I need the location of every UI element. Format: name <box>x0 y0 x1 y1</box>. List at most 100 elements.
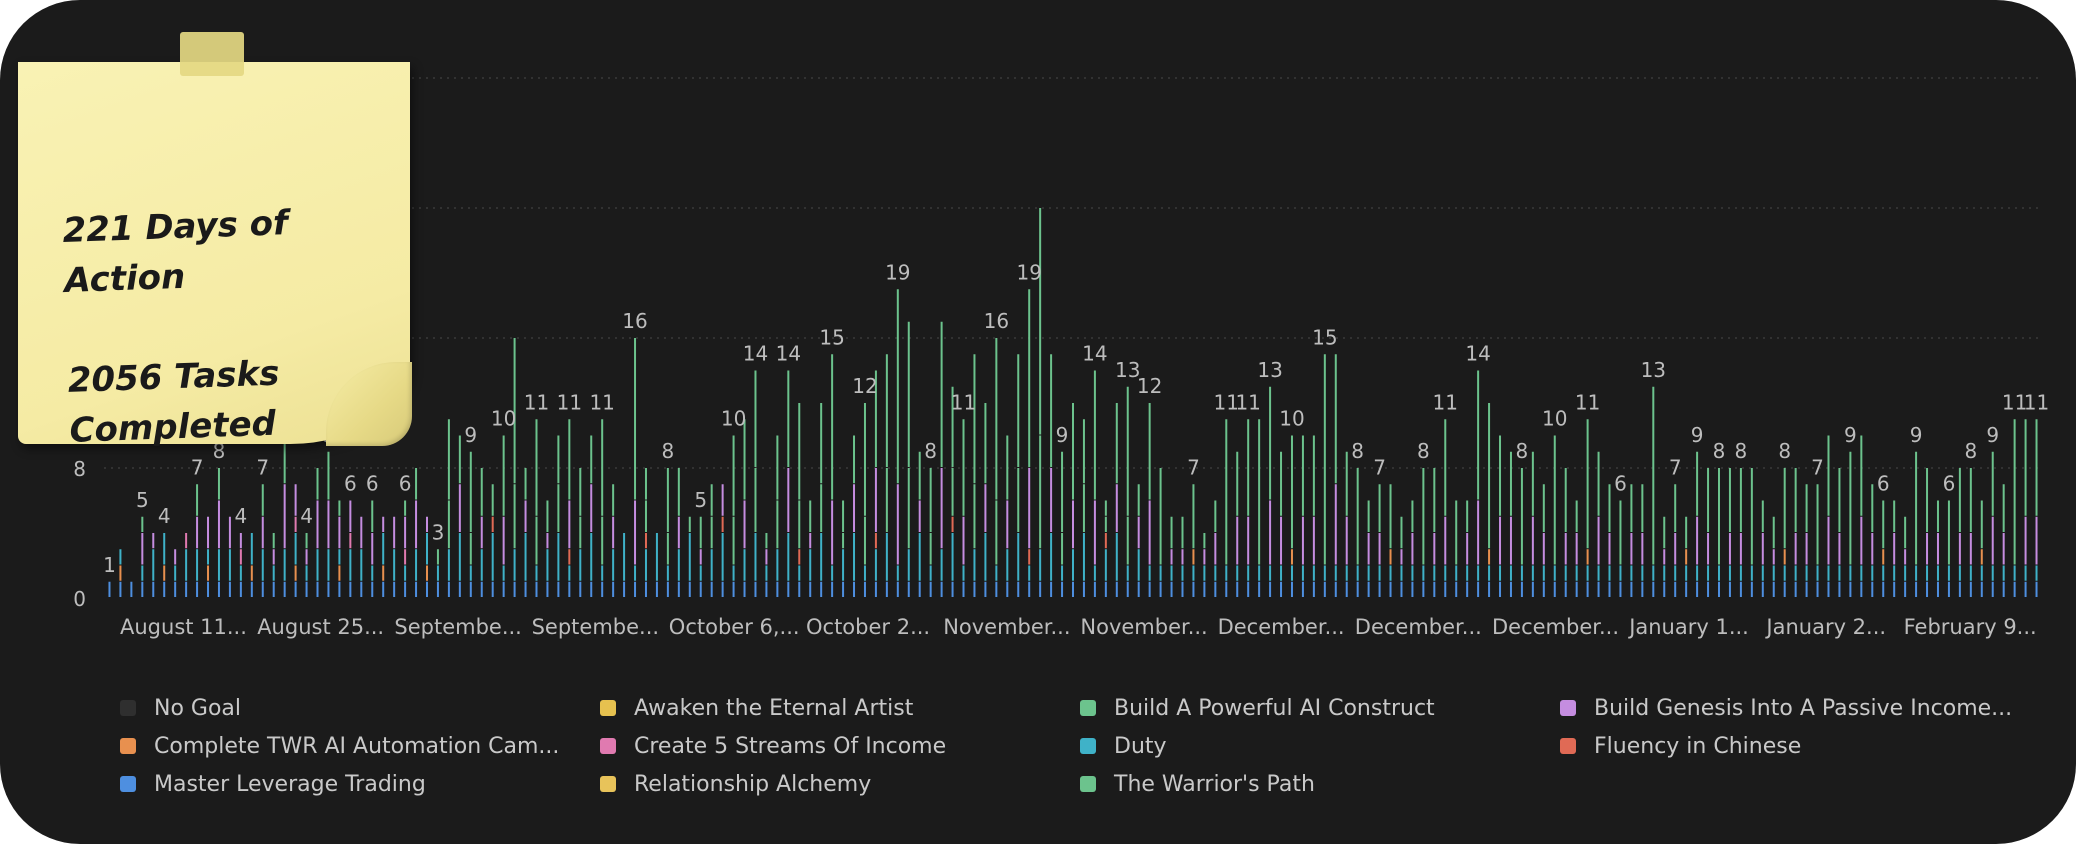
bar-segment <box>1093 565 1096 581</box>
bar-segment <box>1531 451 1534 516</box>
bar-segment <box>1170 565 1173 581</box>
data-label: 10 <box>491 407 516 431</box>
bar-45 <box>601 419 604 597</box>
bar-segment <box>2002 581 2005 597</box>
bar-segment <box>831 354 834 500</box>
bar-segment <box>1422 581 1425 597</box>
bar-segment <box>1531 581 1534 597</box>
bar-49 <box>644 468 647 597</box>
legend-item[interactable]: Relationship Alchemy <box>600 766 871 802</box>
bar-164 <box>1904 516 1907 597</box>
bar-166 <box>1926 468 1929 597</box>
bar-segment <box>787 370 790 467</box>
bar-167 <box>1936 500 1939 597</box>
bar-segment <box>349 533 352 549</box>
bar-segment <box>1509 451 1512 516</box>
bar-segment <box>743 581 746 597</box>
bar-segment <box>754 468 757 532</box>
bar-segment <box>196 516 199 549</box>
bar-segment <box>1389 549 1392 565</box>
legend-item[interactable]: Fluency in Chinese <box>1560 728 1801 764</box>
bar-segment <box>1301 565 1304 581</box>
bar-142 <box>1663 516 1666 597</box>
bar-segment <box>1531 565 1534 581</box>
bar-segment <box>743 500 746 549</box>
bar-102 <box>1225 419 1228 597</box>
legend-item[interactable]: Duty <box>1080 728 1167 764</box>
bar-segment <box>426 581 428 597</box>
bar-63 <box>798 403 801 597</box>
bar-segment <box>842 549 845 581</box>
legend-swatch <box>600 738 616 754</box>
bar-segment <box>207 516 210 549</box>
bar-segment <box>1082 533 1085 581</box>
bar-segment <box>261 516 264 549</box>
data-label: 13 <box>1641 358 1666 382</box>
data-label: 15 <box>1312 325 1337 349</box>
bar-segment <box>1312 565 1315 581</box>
bar-segment <box>1236 516 1239 565</box>
bar-79 <box>973 354 976 597</box>
bar-segment <box>929 533 932 565</box>
bar-segment <box>2035 581 2038 597</box>
bar-segment <box>568 581 571 597</box>
data-label: 8 <box>213 439 226 463</box>
bar-segment <box>1061 533 1064 565</box>
bar-44 <box>590 435 593 597</box>
legend-item[interactable]: Awaken the Eternal Artist <box>600 690 913 726</box>
bar-segment <box>699 549 702 565</box>
legend-item[interactable]: Create 5 Streams Of Income <box>600 728 946 764</box>
bar-91 <box>1104 500 1107 597</box>
bar-segment <box>1991 565 1994 581</box>
bar-segment <box>1652 386 1655 565</box>
bar-segment <box>141 533 144 565</box>
bar-segment <box>1455 500 1458 565</box>
legend-item[interactable]: Complete TWR AI Automation Cam... <box>120 728 559 764</box>
bar-segment <box>272 565 275 581</box>
bar-segment <box>1674 484 1677 532</box>
bar-segment <box>1181 549 1184 565</box>
bar-segment <box>1017 354 1020 467</box>
bar-segment <box>973 549 976 581</box>
sticky-note-text: 221 Days of Action 2056 Tasks Completed <box>62 198 296 456</box>
bar-segment <box>393 581 396 597</box>
bar-segment <box>929 565 932 581</box>
bar-segment <box>666 581 669 597</box>
bar-113 <box>1345 451 1348 597</box>
legend-item[interactable]: Master Leverage Trading <box>120 766 426 802</box>
bar-segment <box>1860 581 1863 597</box>
bar-segment <box>863 565 866 581</box>
legend-item[interactable]: Build A Powerful AI Construct <box>1080 690 1435 726</box>
bar-90 <box>1093 370 1096 597</box>
bar-segment <box>1915 581 1918 597</box>
bar-segment <box>1707 533 1710 565</box>
bar-segment <box>1148 403 1151 500</box>
bar-segment <box>1586 565 1589 581</box>
bar-segment <box>513 338 516 484</box>
bar-segment <box>1652 581 1655 597</box>
legend-item[interactable]: Build Genesis Into A Passive Income... <box>1560 690 2012 726</box>
bar-segment <box>1499 516 1502 565</box>
bar-segment <box>513 549 516 581</box>
bar-segment <box>1871 484 1874 532</box>
bar-segment <box>272 581 275 597</box>
x-tick-label: August 25... <box>257 615 384 639</box>
legend-item[interactable]: No Goal <box>120 690 241 726</box>
legend-label: Master Leverage Trading <box>154 771 426 797</box>
bar-segment <box>2013 419 2016 565</box>
legend-item[interactable]: The Warrior's Path <box>1080 766 1315 802</box>
bar-segment <box>677 468 680 516</box>
bar-segment <box>1072 581 1074 597</box>
bar-segment <box>393 549 396 581</box>
bar-segment <box>579 581 582 597</box>
bar-segment <box>1991 581 1994 597</box>
bar-segment <box>1750 565 1753 581</box>
bar-segment <box>436 565 439 581</box>
bar-segment <box>601 516 604 565</box>
data-label: 4 <box>300 504 313 528</box>
bar-segment <box>185 533 188 549</box>
data-label: 13 <box>1115 358 1140 382</box>
bar-116 <box>1378 484 1381 597</box>
bar-segment <box>1422 468 1425 565</box>
data-label: 8 <box>1778 439 1791 463</box>
